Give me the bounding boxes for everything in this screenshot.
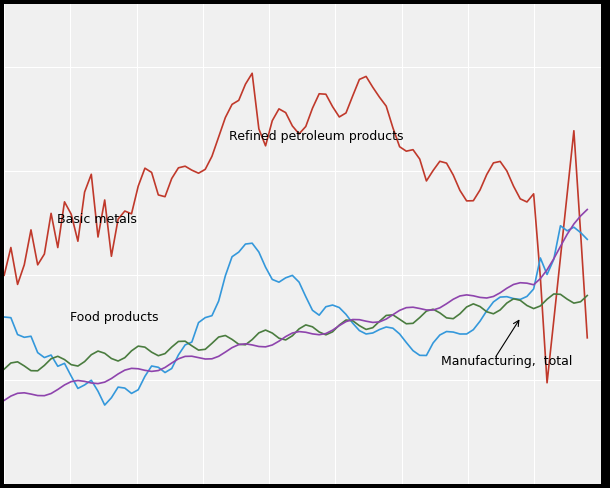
Text: Food products: Food products xyxy=(70,311,159,324)
Text: Manufacturing,  total: Manufacturing, total xyxy=(442,355,573,368)
Text: Basic metals: Basic metals xyxy=(57,213,137,226)
Text: Refined petroleum products: Refined petroleum products xyxy=(229,130,404,142)
